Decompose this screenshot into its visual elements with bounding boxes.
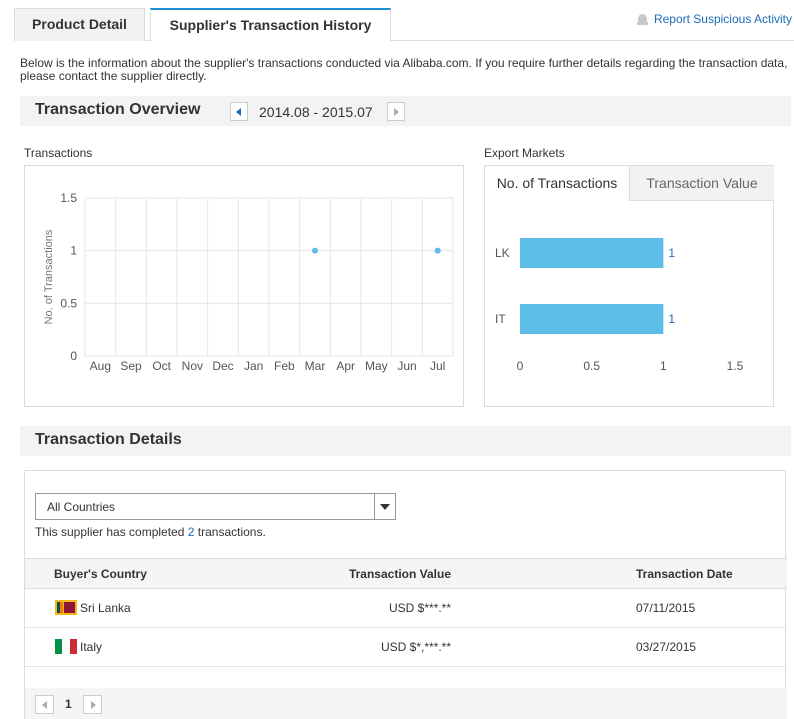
transaction-overview-header: Transaction Overview 2014.08 - 2015.07 — [20, 96, 791, 126]
transactions-table: Buyer's Country Transaction Value Transa… — [25, 558, 787, 667]
tab-transaction-history[interactable]: Supplier's Transaction History — [150, 8, 391, 42]
country-select-value: All Countries — [47, 500, 116, 514]
page-prev-button[interactable] — [35, 695, 54, 714]
transactions-chart-svg: 0 0.5 1 1.5 Aug Sep Oct Nov Dec Jan Feb Mar Apr May Ju… — [43, 191, 454, 373]
table-row: Italy USD $*,***.** 03/27/2015 — [25, 628, 787, 667]
row-country: Sri Lanka — [55, 600, 131, 615]
tab-product-detail[interactable]: Product Detail — [14, 8, 145, 41]
x-tick-label: Jan — [244, 359, 263, 373]
transactions-chart: 0 0.5 1 1.5 Aug Sep Oct Nov Dec Jan Feb Mar Apr May Ju… — [24, 165, 464, 407]
y-tick-label: 0.5 — [60, 296, 77, 310]
bar-category-label: IT — [495, 312, 506, 326]
x-tick-label: Mar — [305, 359, 326, 373]
x-tick-label: 1 — [660, 359, 667, 373]
table-header: Buyer's Country Transaction Value Transa… — [25, 558, 787, 589]
country-name: Sri Lanka — [80, 600, 131, 615]
flag-sri-lanka-icon — [55, 600, 77, 615]
x-tick-label: Apr — [336, 359, 355, 373]
completed-suffix: transactions. — [194, 525, 266, 539]
bar-category-label: LK — [495, 246, 510, 260]
y-tick-label: 0 — [70, 349, 77, 363]
chevron-down-icon[interactable] — [374, 494, 395, 519]
x-tick-label: Jun — [397, 359, 416, 373]
details-title: Transaction Details — [35, 431, 182, 448]
report-suspicious-activity-link[interactable]: Report Suspicious Activity — [636, 12, 792, 26]
x-tick-label: Jul — [430, 359, 445, 373]
page-next-button[interactable] — [83, 695, 102, 714]
row-value: USD $***.** — [388, 601, 451, 615]
y-tick-label: 1 — [70, 244, 77, 258]
x-tick-label: Aug — [90, 359, 111, 373]
tab-bar: Product Detail Supplier's Transaction Hi… — [14, 8, 794, 42]
bar-value-label: 1 — [668, 312, 675, 326]
column-transaction-date: Transaction Date — [636, 567, 733, 581]
overview-title: Transaction Overview — [35, 101, 201, 118]
tab-no-of-transactions[interactable]: No. of Transactions — [485, 166, 629, 201]
x-tick-label: 0.5 — [583, 359, 600, 373]
export-markets-label: Export Markets — [484, 146, 565, 160]
completed-summary: This supplier has completed 2 transactio… — [35, 525, 266, 539]
period-range: 2014.08 - 2015.07 — [259, 104, 373, 120]
table-row: Sri Lanka USD $***.** 07/11/2015 — [25, 589, 787, 628]
y-axis-label: No. of Transactions — [43, 229, 55, 324]
transactions-label: Transactions — [24, 146, 93, 160]
x-tick-label: Oct — [152, 359, 171, 373]
pagination: 1 — [25, 688, 787, 719]
transaction-details-panel: All Countries This supplier has complete… — [24, 470, 787, 719]
alarm-bell-icon — [636, 13, 648, 25]
flag-italy-icon — [55, 639, 77, 654]
x-tick-label: May — [365, 359, 388, 373]
tab-transaction-value[interactable]: Transaction Value — [629, 166, 774, 201]
x-tick-label: 0 — [517, 359, 524, 373]
transaction-details-header: Transaction Details — [20, 426, 791, 456]
x-tick-label: Nov — [182, 359, 203, 373]
completed-count: 2 — [187, 525, 195, 539]
export-markets-chart-svg: LK 1 IT 1 0 0.5 1 1.5 — [495, 238, 744, 373]
row-value: USD $*,***.** — [380, 640, 451, 654]
x-tick-label: Feb — [274, 359, 295, 373]
report-link-label: Report Suspicious Activity — [653, 12, 792, 26]
page-number[interactable]: 1 — [65, 697, 72, 711]
completed-prefix: This supplier has completed — [35, 525, 188, 539]
x-tick-label: 1.5 — [727, 359, 744, 373]
row-country: Italy — [55, 639, 102, 654]
row-date: 03/27/2015 — [636, 640, 697, 654]
column-buyers-country: Buyer's Country — [54, 567, 147, 581]
x-tick-label: Dec — [212, 359, 233, 373]
bar — [520, 238, 664, 268]
data-point — [434, 247, 441, 254]
intro-text: Below is the information about the suppl… — [20, 56, 788, 83]
y-tick-label: 1.5 — [60, 191, 77, 205]
country-select[interactable]: All Countries — [35, 493, 396, 520]
period-prev-button[interactable] — [230, 102, 248, 121]
period-next-button[interactable] — [387, 102, 405, 121]
x-tick-label: Sep — [120, 359, 142, 373]
bar-value-label: 1 — [668, 246, 675, 260]
export-markets-panel: No. of Transactions Transaction Value LK… — [484, 165, 774, 407]
bar — [520, 304, 664, 334]
row-date: 07/11/2015 — [636, 601, 696, 615]
column-transaction-value: Transaction Value — [348, 567, 451, 581]
data-point — [312, 247, 318, 254]
country-name: Italy — [80, 639, 103, 654]
